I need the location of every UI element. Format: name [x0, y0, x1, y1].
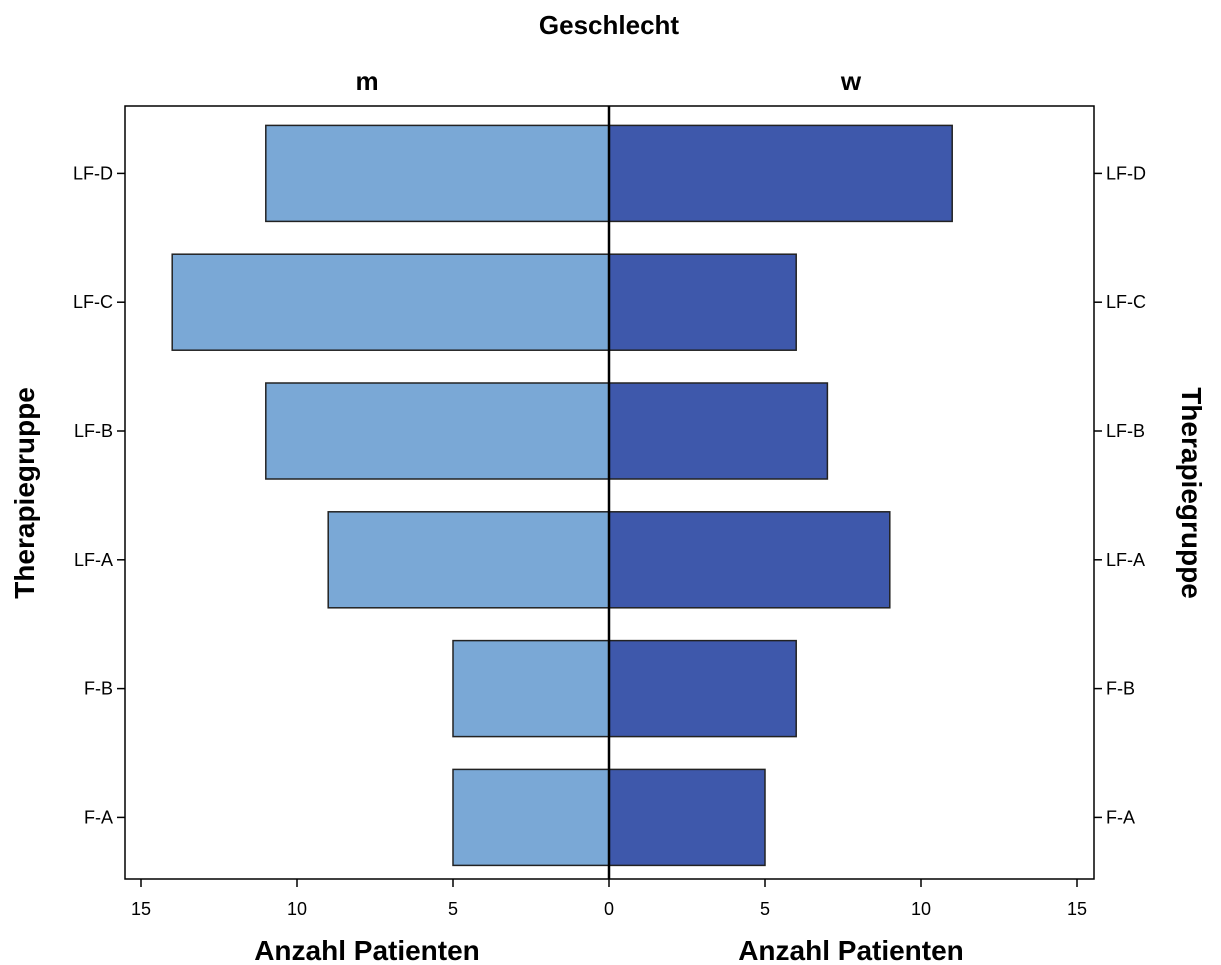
y-axis-label-right: Therapiegruppe [1176, 387, 1207, 599]
y-tick-label-left-LF-C: LF-C [73, 292, 113, 312]
y-tick-label-left-LF-A: LF-A [74, 550, 113, 570]
x-axis-ticks: 15 10 5 0 5 10 15 [131, 879, 1087, 919]
chart-title: Geschlecht [539, 10, 680, 40]
x-tick-label-left-0: 0 [604, 899, 614, 919]
y-tick-label-left-LF-B: LF-B [74, 421, 113, 441]
bar-m-LF-D [265, 124, 610, 223]
y-tick-label-right-LF-B: LF-B [1106, 421, 1145, 441]
x-tick-label-right-10: 10 [911, 899, 931, 919]
panel-label-m: m [355, 66, 378, 96]
bar-w-LF-A [608, 511, 891, 609]
bars-w [608, 124, 953, 867]
y-tick-label-left-F-B: F-B [84, 679, 113, 699]
x-axis-label-right: Anzahl Patienten [738, 935, 964, 965]
bar-w-LF-B [608, 382, 829, 480]
bar-m-F-B [452, 639, 610, 738]
y-tick-label-right-F-A: F-A [1106, 807, 1135, 827]
bar-m-LF-A [327, 511, 610, 609]
y-axis-label-left: Therapiegruppe [9, 387, 40, 599]
bars-m [171, 124, 610, 867]
y-axis-right: LF-D LF-C LF-B LF-A F-B F-A [1094, 163, 1146, 827]
bar-m-LF-C [171, 253, 610, 351]
bar-w-F-B [608, 639, 797, 738]
y-axis-left: LF-D LF-C LF-B LF-A F-B F-A [73, 163, 125, 827]
y-tick-label-left-F-A: F-A [84, 807, 113, 827]
x-tick-label-right-15: 15 [1067, 899, 1087, 919]
y-tick-label-right-LF-A: LF-A [1106, 550, 1145, 570]
panel-label-w: w [840, 66, 862, 96]
bar-w-F-A [608, 768, 766, 867]
x-tick-label-left-5: 5 [448, 899, 458, 919]
y-tick-label-left-LF-D: LF-D [73, 163, 113, 183]
y-tick-label-right-LF-C: LF-C [1106, 292, 1146, 312]
bar-w-LF-D [608, 124, 953, 223]
bar-m-F-A [452, 768, 610, 867]
bar-m-LF-B [265, 382, 610, 480]
x-axis-label-left: Anzahl Patienten [254, 935, 480, 965]
y-tick-label-right-LF-D: LF-D [1106, 163, 1146, 183]
x-tick-label-left-10: 10 [287, 899, 307, 919]
x-tick-label-right-5: 5 [760, 899, 770, 919]
bar-w-LF-C [608, 253, 797, 351]
x-tick-label-left-15: 15 [131, 899, 151, 919]
y-tick-label-right-F-B: F-B [1106, 679, 1135, 699]
